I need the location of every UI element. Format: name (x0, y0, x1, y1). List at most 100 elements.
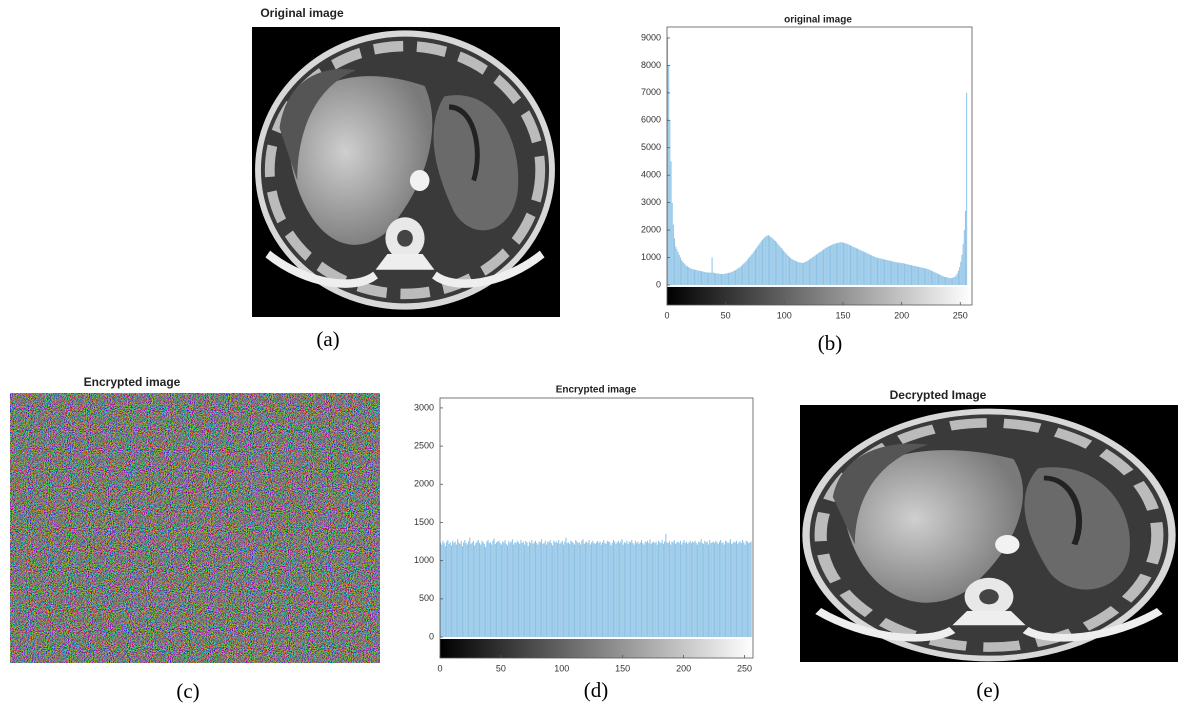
bar (553, 540, 555, 638)
bar (929, 270, 931, 285)
bar (842, 242, 844, 285)
bar (714, 543, 716, 638)
x-tick-label: 200 (676, 663, 691, 673)
y-tick-label: 1000 (641, 252, 661, 262)
bar (884, 259, 886, 285)
bar (846, 243, 848, 285)
bar (939, 274, 941, 285)
bar (515, 543, 517, 638)
bar (898, 262, 900, 285)
bar (470, 543, 472, 638)
bar (563, 544, 565, 638)
bar (814, 255, 816, 285)
bar (865, 252, 867, 285)
bar (670, 161, 672, 285)
bar (604, 543, 606, 638)
bar (764, 237, 766, 285)
bar (701, 543, 703, 638)
bar (746, 541, 748, 638)
bar (850, 245, 852, 285)
bar (586, 541, 588, 638)
bar (455, 544, 457, 638)
axes-box (666, 26, 973, 306)
bar (871, 255, 873, 285)
bar (615, 543, 617, 638)
bar (797, 261, 799, 285)
bar (676, 249, 678, 285)
bar (637, 541, 639, 638)
bar (703, 543, 705, 638)
bar (873, 256, 875, 285)
bar (697, 270, 699, 285)
bar (459, 543, 461, 638)
bar (511, 539, 513, 638)
bar (443, 543, 445, 638)
bar (510, 541, 512, 638)
bar (531, 540, 533, 638)
bar (912, 265, 914, 285)
bar (733, 541, 735, 638)
y-tick-label: 500 (419, 593, 434, 603)
x-tick-label: 150 (615, 663, 630, 673)
bar (634, 540, 636, 638)
bar (664, 541, 666, 638)
bar (689, 267, 691, 285)
bar (712, 272, 714, 285)
bar (494, 543, 496, 638)
bar (685, 265, 687, 285)
bar (728, 272, 730, 285)
bar (554, 542, 556, 638)
bar (695, 269, 697, 285)
bar (844, 242, 846, 285)
bar (720, 540, 722, 638)
bar (933, 271, 935, 285)
bar (900, 262, 902, 285)
bar (888, 260, 890, 285)
bar (521, 543, 523, 638)
bar (831, 244, 833, 285)
bar (526, 542, 528, 638)
bar (567, 542, 569, 638)
x-tick-label: 100 (554, 663, 569, 673)
bar (547, 541, 549, 638)
bar (481, 540, 483, 638)
bar (712, 541, 714, 638)
bar (724, 273, 726, 285)
bar (758, 244, 760, 285)
bar (959, 267, 961, 285)
bar (452, 540, 454, 638)
bar (631, 540, 633, 638)
bar (661, 540, 663, 638)
bar (628, 541, 630, 638)
bar (935, 272, 937, 285)
bar (519, 543, 521, 638)
bar (893, 261, 895, 285)
bar (824, 248, 826, 285)
bar (498, 540, 500, 638)
bar (560, 542, 562, 638)
bar (828, 245, 830, 285)
bar (499, 543, 501, 638)
bar (600, 544, 602, 638)
bar (705, 272, 707, 285)
bar (738, 542, 740, 638)
bar (963, 230, 965, 285)
bar (475, 543, 477, 638)
bar (864, 252, 866, 285)
bar (575, 540, 577, 638)
bar (887, 260, 889, 285)
y-tick-label: 4000 (641, 170, 661, 180)
bar (667, 543, 669, 638)
bar (763, 238, 765, 285)
bar (532, 543, 534, 638)
bar (698, 541, 700, 638)
bar (454, 541, 456, 638)
x-tick-label: 250 (953, 310, 968, 320)
bar (729, 272, 731, 285)
bar (919, 267, 921, 285)
bar (504, 540, 506, 638)
bar (466, 544, 468, 638)
bar (509, 543, 511, 638)
bar (903, 263, 905, 285)
bar (693, 269, 696, 285)
